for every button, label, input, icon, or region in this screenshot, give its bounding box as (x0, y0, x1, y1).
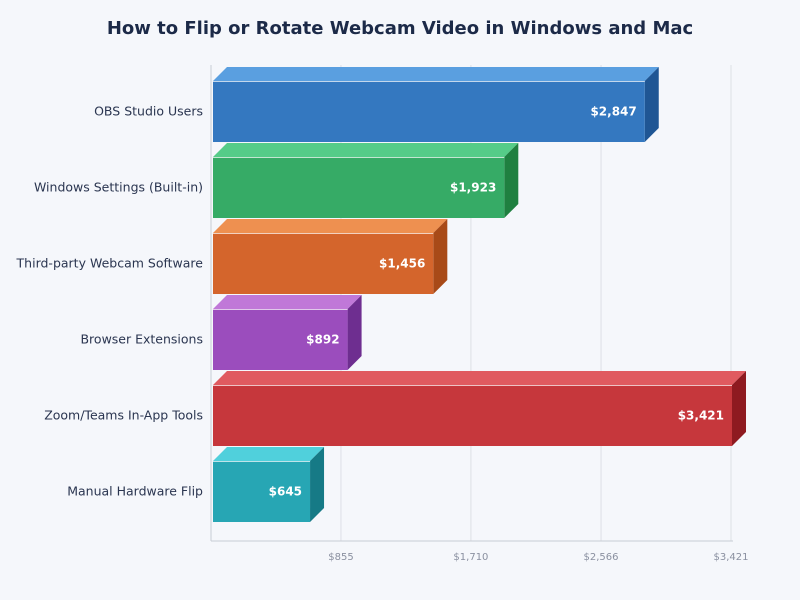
bar (213, 81, 645, 142)
bar (213, 461, 311, 522)
data-label: $1,923 (450, 181, 496, 195)
bar-side (433, 219, 448, 294)
category-label: Manual Hardware Flip (67, 484, 203, 499)
data-label: $2,847 (590, 105, 636, 119)
data-label: $1,456 (379, 257, 425, 271)
data-label: $3,421 (678, 409, 724, 423)
bar-group: $892 (213, 295, 362, 370)
data-label: $892 (306, 333, 339, 347)
bar-group: $645 (213, 447, 325, 522)
axes: $855 $1,710 $2,566 $3,421 OBS Studio Users Wi… (16, 65, 749, 563)
category-label: Browser Extensions (80, 332, 203, 347)
x-tick-label: $3,421 (714, 552, 749, 563)
x-tick-label: $855 (328, 552, 353, 563)
category-label: OBS Studio Users (94, 104, 203, 119)
bar-side (732, 371, 746, 446)
bar-top (213, 295, 362, 309)
bar (213, 233, 434, 294)
bar (213, 385, 732, 446)
bar-top (213, 447, 325, 461)
bar-top (213, 371, 746, 385)
category-label: Windows Settings (Built-in) (34, 180, 203, 195)
bar (213, 309, 348, 370)
bars: $2,847 $1,923 $1,456 $892 $3,421 $645 (213, 67, 746, 522)
bar-group: $2,847 (213, 67, 659, 142)
chart-title: How to Flip or Rotate Webcam Video in Wi… (107, 18, 693, 39)
bar-top (213, 67, 659, 81)
bar-side (347, 295, 362, 370)
data-label: $645 (269, 485, 302, 499)
bar-top (213, 143, 519, 157)
category-label: Zoom/Teams In-App Tools (44, 408, 203, 423)
bar-group: $1,456 (213, 219, 448, 294)
bar (213, 157, 505, 218)
x-tick-label: $1,710 (453, 552, 488, 563)
category-label: Third-party Webcam Software (16, 256, 204, 271)
x-tick-label: $2,566 (584, 552, 619, 563)
bar-top (213, 219, 448, 233)
bar-group: $3,421 (213, 371, 746, 446)
bar-side (504, 143, 519, 218)
bar-side (310, 447, 325, 522)
bar-side (644, 67, 659, 142)
bar-group: $1,923 (213, 143, 519, 218)
